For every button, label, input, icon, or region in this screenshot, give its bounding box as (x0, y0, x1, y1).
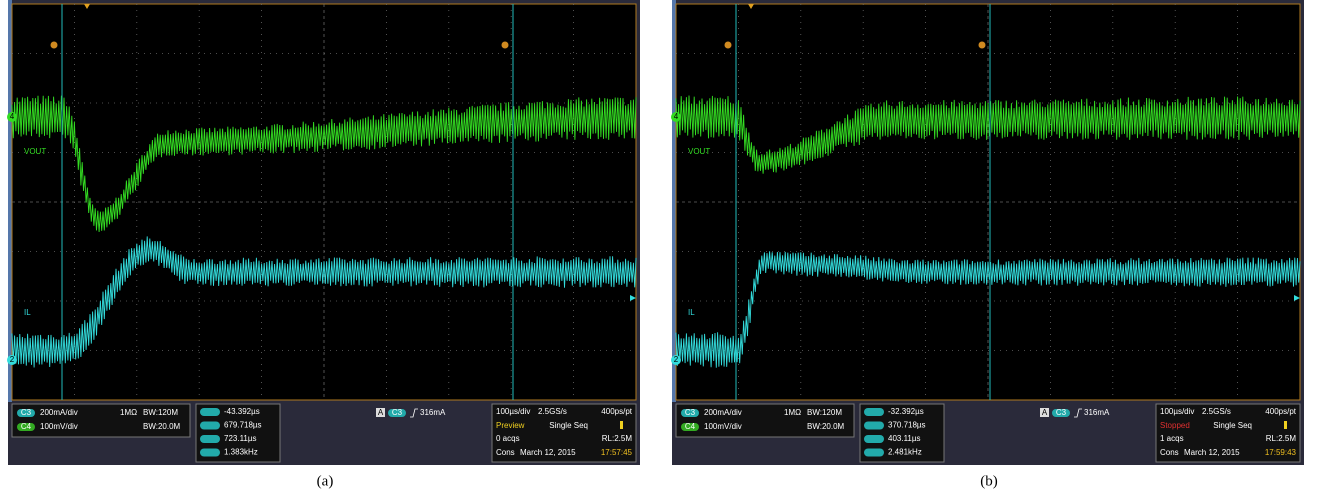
channel-scale: 100mV/div (704, 422, 742, 431)
acq-time: 17:57:45 (601, 448, 633, 457)
sample-rate: 2.5GS/s (1202, 407, 1231, 416)
cursor-marker (725, 42, 732, 49)
vout-label: VOUT (24, 147, 46, 156)
channel-impedance: 1MΩ (784, 408, 801, 417)
channel-impedance: 1MΩ (120, 408, 137, 417)
resolution: 400ps/pt (1265, 407, 1296, 416)
acq-count: 1 acqs (1160, 434, 1184, 443)
channel-name: C4 (685, 422, 696, 431)
cursor-value: 723.11µs (224, 434, 256, 443)
cursor-value: 1.383kHz (224, 448, 258, 457)
acq-label: Cons (496, 448, 515, 457)
acq-state: Preview (496, 421, 525, 430)
trigger-channel: C3 (392, 408, 403, 417)
cursor-pill (864, 435, 884, 443)
channel-scale: 200mA/div (704, 408, 742, 417)
acq-mode: Single Seq (549, 421, 588, 430)
acq-state: Stopped (1160, 421, 1190, 430)
il-label: IL (688, 308, 695, 317)
cursor-value: -32.392µs (888, 407, 924, 416)
left-border (8, 0, 12, 402)
acq-time: 17:59:43 (1265, 448, 1297, 457)
cursor-marker (502, 42, 509, 49)
acq-date: March 12, 2015 (1184, 448, 1240, 457)
channel-name: C4 (21, 422, 32, 431)
timebase: 100µs/div (496, 407, 530, 416)
cursor-value: -43.392µs (224, 407, 260, 416)
run-indicator (620, 421, 623, 429)
trigger-source: A (378, 408, 384, 417)
channel-bw: BW:120M (143, 408, 178, 417)
scope-panel: VOUT IL 4 2 C3 200mA/div 1MΩ BW:120M C4 100mV/div… (671, 0, 1304, 489)
cursor-pill (200, 449, 220, 457)
il-label: IL (24, 308, 31, 317)
acq-count: 0 acqs (496, 434, 520, 443)
channel-marker-label: 4 (10, 112, 15, 121)
cursor-pill (864, 422, 884, 430)
record-length: RL:2.5M (1266, 434, 1297, 443)
resolution: 400ps/pt (601, 407, 632, 416)
scope-panel: VOUT IL 4 2 C3 200mA/div 1MΩ BW:120M C4 100mV/div… (7, 0, 640, 489)
channel-bw: BW:20.0M (807, 422, 845, 431)
cursor-pill (864, 408, 884, 416)
cursor-value: 679.718µs (224, 421, 262, 430)
channel-name: C3 (21, 408, 32, 417)
cursor-pill (864, 449, 884, 457)
acq-date: March 12, 2015 (520, 448, 576, 457)
trigger-channel: C3 (1056, 408, 1067, 417)
cursor-value: 2.481kHz (888, 448, 922, 457)
channel-marker-label: 4 (674, 112, 679, 121)
left-border (672, 0, 676, 402)
record-length: RL:2.5M (602, 434, 633, 443)
channel-bw: BW:120M (807, 408, 842, 417)
channel-marker-label: 2 (674, 355, 679, 364)
cursor-pill (200, 435, 220, 443)
cursor-marker (979, 42, 986, 49)
cursor-value: 370.718µs (888, 421, 926, 430)
channel-marker-label: 2 (10, 355, 15, 364)
sample-rate: 2.5GS/s (538, 407, 567, 416)
trigger-level: 316mA (1084, 408, 1110, 417)
channel-bw: BW:20.0M (143, 422, 181, 431)
cursor-marker (51, 42, 58, 49)
vout-label: VOUT (688, 147, 710, 156)
run-indicator (1284, 421, 1287, 429)
cursor-pill (200, 408, 220, 416)
cursor-pill (200, 422, 220, 430)
trigger-source: A (1042, 408, 1048, 417)
channel-name: C3 (685, 408, 696, 417)
figure: VOUT IL 4 2 C3 200mA/div 1MΩ BW:120M C4 100mV/div… (0, 0, 1319, 496)
acq-label: Cons (1160, 448, 1179, 457)
trigger-level: 316mA (420, 408, 446, 417)
caption: (b) (980, 473, 998, 489)
channel-scale: 200mA/div (40, 408, 78, 417)
cursor-value: 403.11µs (888, 434, 920, 443)
channel-scale: 100mV/div (40, 422, 78, 431)
timebase: 100µs/div (1160, 407, 1194, 416)
acq-mode: Single Seq (1213, 421, 1252, 430)
caption: (a) (317, 473, 334, 489)
